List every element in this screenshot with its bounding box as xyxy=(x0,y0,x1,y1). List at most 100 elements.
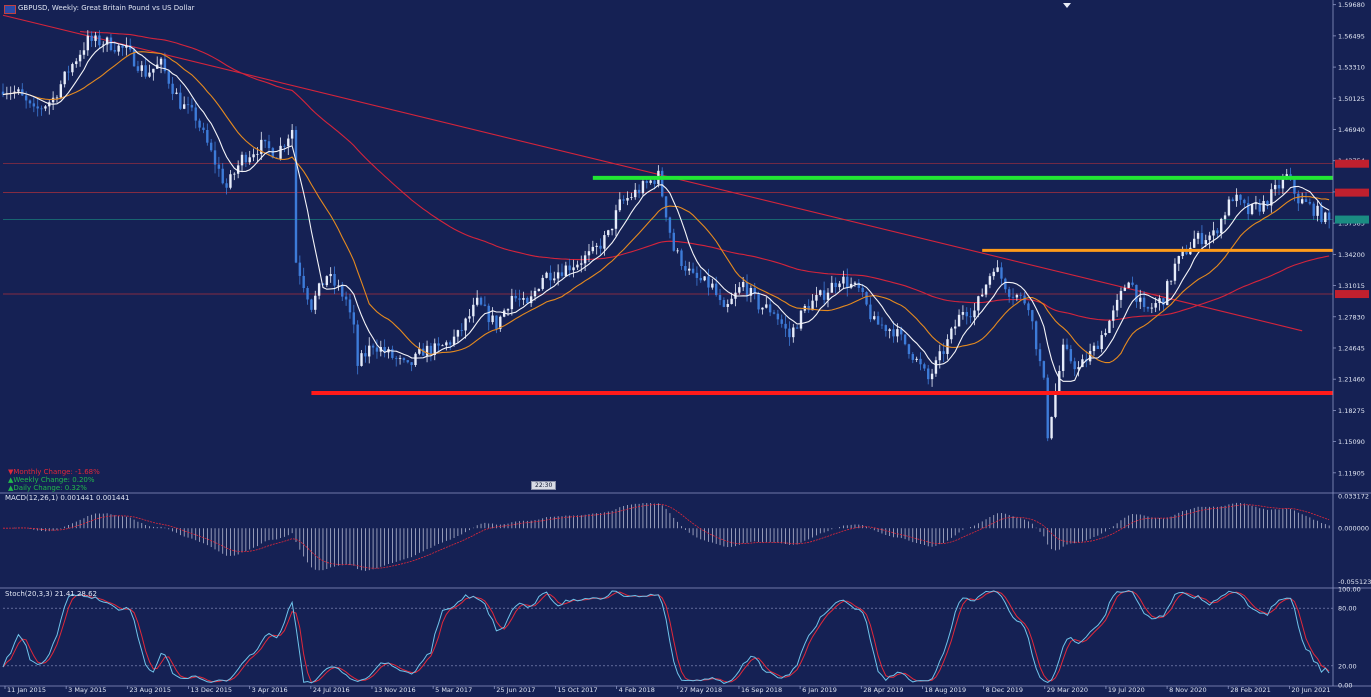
candle xyxy=(298,255,302,285)
candle-body xyxy=(117,45,120,52)
candle xyxy=(472,297,475,323)
candle-body xyxy=(738,287,741,293)
candle xyxy=(1123,284,1127,292)
candle-body xyxy=(1216,230,1219,234)
candle xyxy=(225,178,228,195)
candle xyxy=(1273,177,1277,196)
candle-body xyxy=(1081,359,1084,368)
candle-body xyxy=(826,292,830,300)
candle xyxy=(591,240,595,254)
candle xyxy=(838,280,841,291)
macd-tick-label: 0.033172 xyxy=(1338,493,1369,501)
candle-body xyxy=(317,283,321,296)
candle xyxy=(799,309,803,331)
candle-body xyxy=(1246,203,1250,215)
candle-body xyxy=(425,345,429,356)
candle xyxy=(934,356,938,377)
candle xyxy=(252,148,255,162)
candle-body xyxy=(395,357,398,359)
candle-body xyxy=(491,315,494,323)
candle xyxy=(94,31,97,48)
candle-body xyxy=(121,45,124,48)
candle-body xyxy=(861,287,864,293)
candle-body xyxy=(634,189,637,198)
candle xyxy=(179,84,182,110)
candle xyxy=(583,250,587,272)
candle xyxy=(495,315,498,334)
candle-body xyxy=(24,95,28,101)
candle-body xyxy=(988,276,992,285)
candle xyxy=(1162,297,1165,312)
candle xyxy=(819,289,822,297)
candle-body xyxy=(267,141,271,149)
key-levels-group[interactable] xyxy=(311,175,1333,396)
candle-body xyxy=(1100,335,1103,350)
candle-body xyxy=(368,345,371,357)
candle-body xyxy=(13,91,16,94)
candle xyxy=(78,50,82,67)
macd-tick-label: -0.055123 xyxy=(1338,578,1371,586)
downtrend-line[interactable] xyxy=(2,14,1303,332)
candle-body xyxy=(668,217,672,233)
candle-body xyxy=(244,154,248,163)
y-tick-label: 1.56495 xyxy=(1338,32,1365,40)
x-tick-label: 28 Feb 2021 xyxy=(1230,686,1270,694)
candle xyxy=(892,321,895,343)
candle xyxy=(117,44,120,56)
candle-body xyxy=(807,305,810,311)
candle-body xyxy=(610,228,614,231)
candle xyxy=(587,244,591,263)
candle xyxy=(1270,183,1273,213)
candle-body xyxy=(599,245,602,249)
candle-body xyxy=(603,235,606,249)
candle xyxy=(344,291,348,306)
candle xyxy=(572,259,575,278)
candle-body xyxy=(1227,199,1231,216)
y-tick-label: 1.18275 xyxy=(1338,407,1365,415)
candle-body xyxy=(279,145,282,159)
candle-body xyxy=(113,50,116,52)
candle-body xyxy=(1139,297,1142,302)
candle-body xyxy=(637,189,641,194)
candle-body xyxy=(518,298,521,300)
candle xyxy=(425,340,429,363)
candle-body xyxy=(811,300,814,311)
candle xyxy=(445,340,448,351)
candle-body xyxy=(271,148,275,158)
candle-body xyxy=(1196,233,1200,239)
candle xyxy=(722,297,726,308)
candle xyxy=(13,85,16,99)
candle-body xyxy=(1112,310,1115,321)
candle xyxy=(792,323,795,343)
candle xyxy=(410,362,413,372)
candle xyxy=(1077,361,1080,377)
candle-body xyxy=(456,330,460,337)
candle-body xyxy=(526,297,529,304)
candle xyxy=(927,364,930,385)
candle xyxy=(1131,276,1134,287)
candle-body xyxy=(849,283,853,288)
candle xyxy=(1327,210,1331,229)
candle xyxy=(263,139,267,148)
candle xyxy=(310,298,313,313)
chart-shift-marker-icon[interactable] xyxy=(1063,3,1071,8)
candle-body xyxy=(1212,230,1215,236)
candle xyxy=(279,137,282,161)
candle-body xyxy=(1324,212,1327,223)
candle xyxy=(163,52,167,74)
candle-body xyxy=(714,283,718,296)
candle xyxy=(402,357,406,363)
candle xyxy=(398,355,402,365)
x-tick-label: 20 Jun 2021 xyxy=(1291,686,1330,694)
candle-body xyxy=(321,283,325,286)
daily-change: Daily Change: 0.32% xyxy=(13,484,87,492)
candle xyxy=(857,279,861,292)
candle xyxy=(595,242,598,255)
y-tick-label: 1.21460 xyxy=(1338,376,1365,384)
candle xyxy=(71,62,74,76)
candle-body xyxy=(591,246,595,252)
candle-body xyxy=(1166,281,1169,306)
candle xyxy=(1277,178,1281,196)
candle-body xyxy=(1254,203,1258,205)
